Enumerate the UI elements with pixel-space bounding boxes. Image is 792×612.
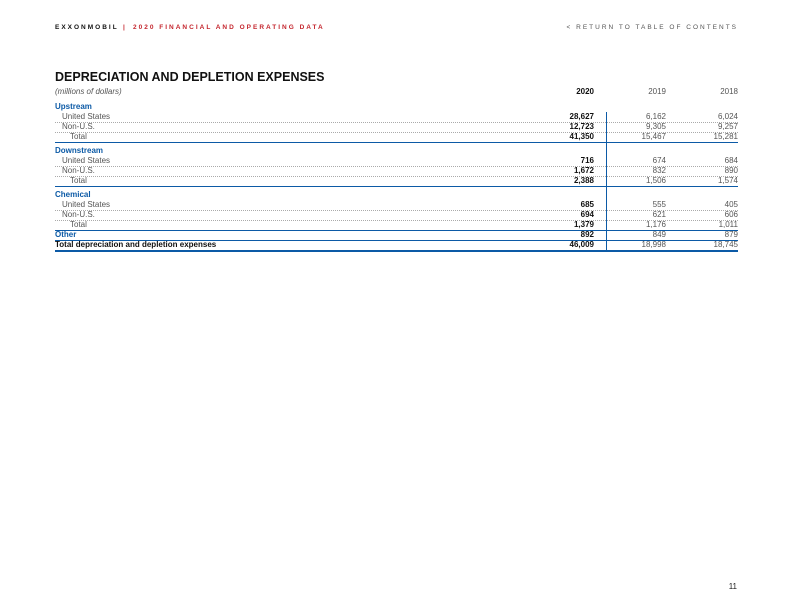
cell-value: 15,467	[641, 132, 666, 141]
cell-value: 606	[724, 210, 738, 219]
cell-value: 28,627	[569, 112, 594, 121]
cell-value: 6,024	[717, 112, 738, 121]
row-rule	[55, 250, 738, 252]
row-label: Total	[70, 132, 87, 141]
column-divider	[606, 112, 607, 252]
cell-value: 832	[652, 166, 666, 175]
row-rule	[55, 176, 738, 177]
cell-value: 405	[724, 200, 738, 209]
column-header: 2019	[648, 87, 666, 96]
toc-link[interactable]: < RETURN TO TABLE OF CONTENTS	[566, 24, 738, 31]
cell-value: 46,009	[569, 240, 594, 249]
cell-value: 694	[580, 210, 594, 219]
row-label: United States	[62, 156, 111, 165]
cell-value: 716	[580, 156, 594, 165]
separator: |	[123, 24, 127, 31]
row-rule	[55, 210, 738, 211]
cell-value: 685	[580, 200, 594, 209]
cell-value: 1,574	[717, 176, 738, 185]
cell-value: 674	[652, 156, 666, 165]
cell-value: 12,723	[569, 122, 594, 131]
cell-value: 1,506	[645, 176, 666, 185]
row-label: Non-U.S.	[62, 166, 95, 175]
cell-value: 15,281	[713, 132, 738, 141]
cell-value: 6,162	[645, 112, 666, 121]
cell-value: 684	[724, 156, 738, 165]
cell-value: 892	[580, 230, 594, 239]
cell-value: 1,011	[718, 220, 738, 229]
section-heading: Upstream	[55, 102, 92, 111]
cell-value: 41,350	[569, 132, 594, 141]
row-rule	[55, 122, 738, 123]
column-header: 2018	[720, 87, 738, 96]
section-heading: Chemical	[55, 190, 91, 199]
cell-value: 2,388	[573, 176, 594, 185]
cell-value: 1,379	[573, 220, 594, 229]
column-header: 2020	[576, 87, 594, 96]
row-label: United States	[62, 112, 111, 121]
brand: EXXONMOBIL	[55, 24, 119, 31]
row-rule	[55, 230, 738, 231]
row-rule	[55, 132, 738, 133]
row-label: Other	[55, 230, 77, 239]
row-label: United States	[62, 200, 111, 209]
row-label: Non-U.S.	[62, 122, 95, 131]
row-rule	[55, 142, 738, 143]
page-number: 11	[728, 582, 737, 591]
title: DEPRECIATION AND DEPLETION EXPENSES	[55, 70, 325, 84]
table-note: (millions of dollars)	[55, 87, 122, 96]
cell-value: 18,745	[713, 240, 738, 249]
cell-value: 1,176	[645, 220, 666, 229]
cell-value: 9,257	[717, 122, 738, 131]
cell-value: 1,672	[573, 166, 594, 175]
cell-value: 890	[724, 166, 738, 175]
subtitle: 2020 FINANCIAL AND OPERATING DATA	[133, 24, 325, 31]
section-heading: Downstream	[55, 146, 104, 155]
row-rule	[55, 166, 738, 167]
row-label: Total depreciation and depletion expense…	[55, 240, 217, 249]
row-rule	[55, 186, 738, 187]
cell-value: 849	[652, 230, 666, 239]
row-rule	[55, 240, 738, 241]
cell-value: 18,998	[641, 240, 666, 249]
row-label: Total	[70, 176, 87, 185]
row-label: Non-U.S.	[62, 210, 95, 219]
cell-value: 9,305	[645, 122, 666, 131]
cell-value: 879	[724, 230, 738, 239]
cell-value: 555	[652, 200, 666, 209]
row-label: Total	[70, 220, 87, 229]
row-rule	[55, 220, 738, 221]
cell-value: 621	[652, 210, 666, 219]
